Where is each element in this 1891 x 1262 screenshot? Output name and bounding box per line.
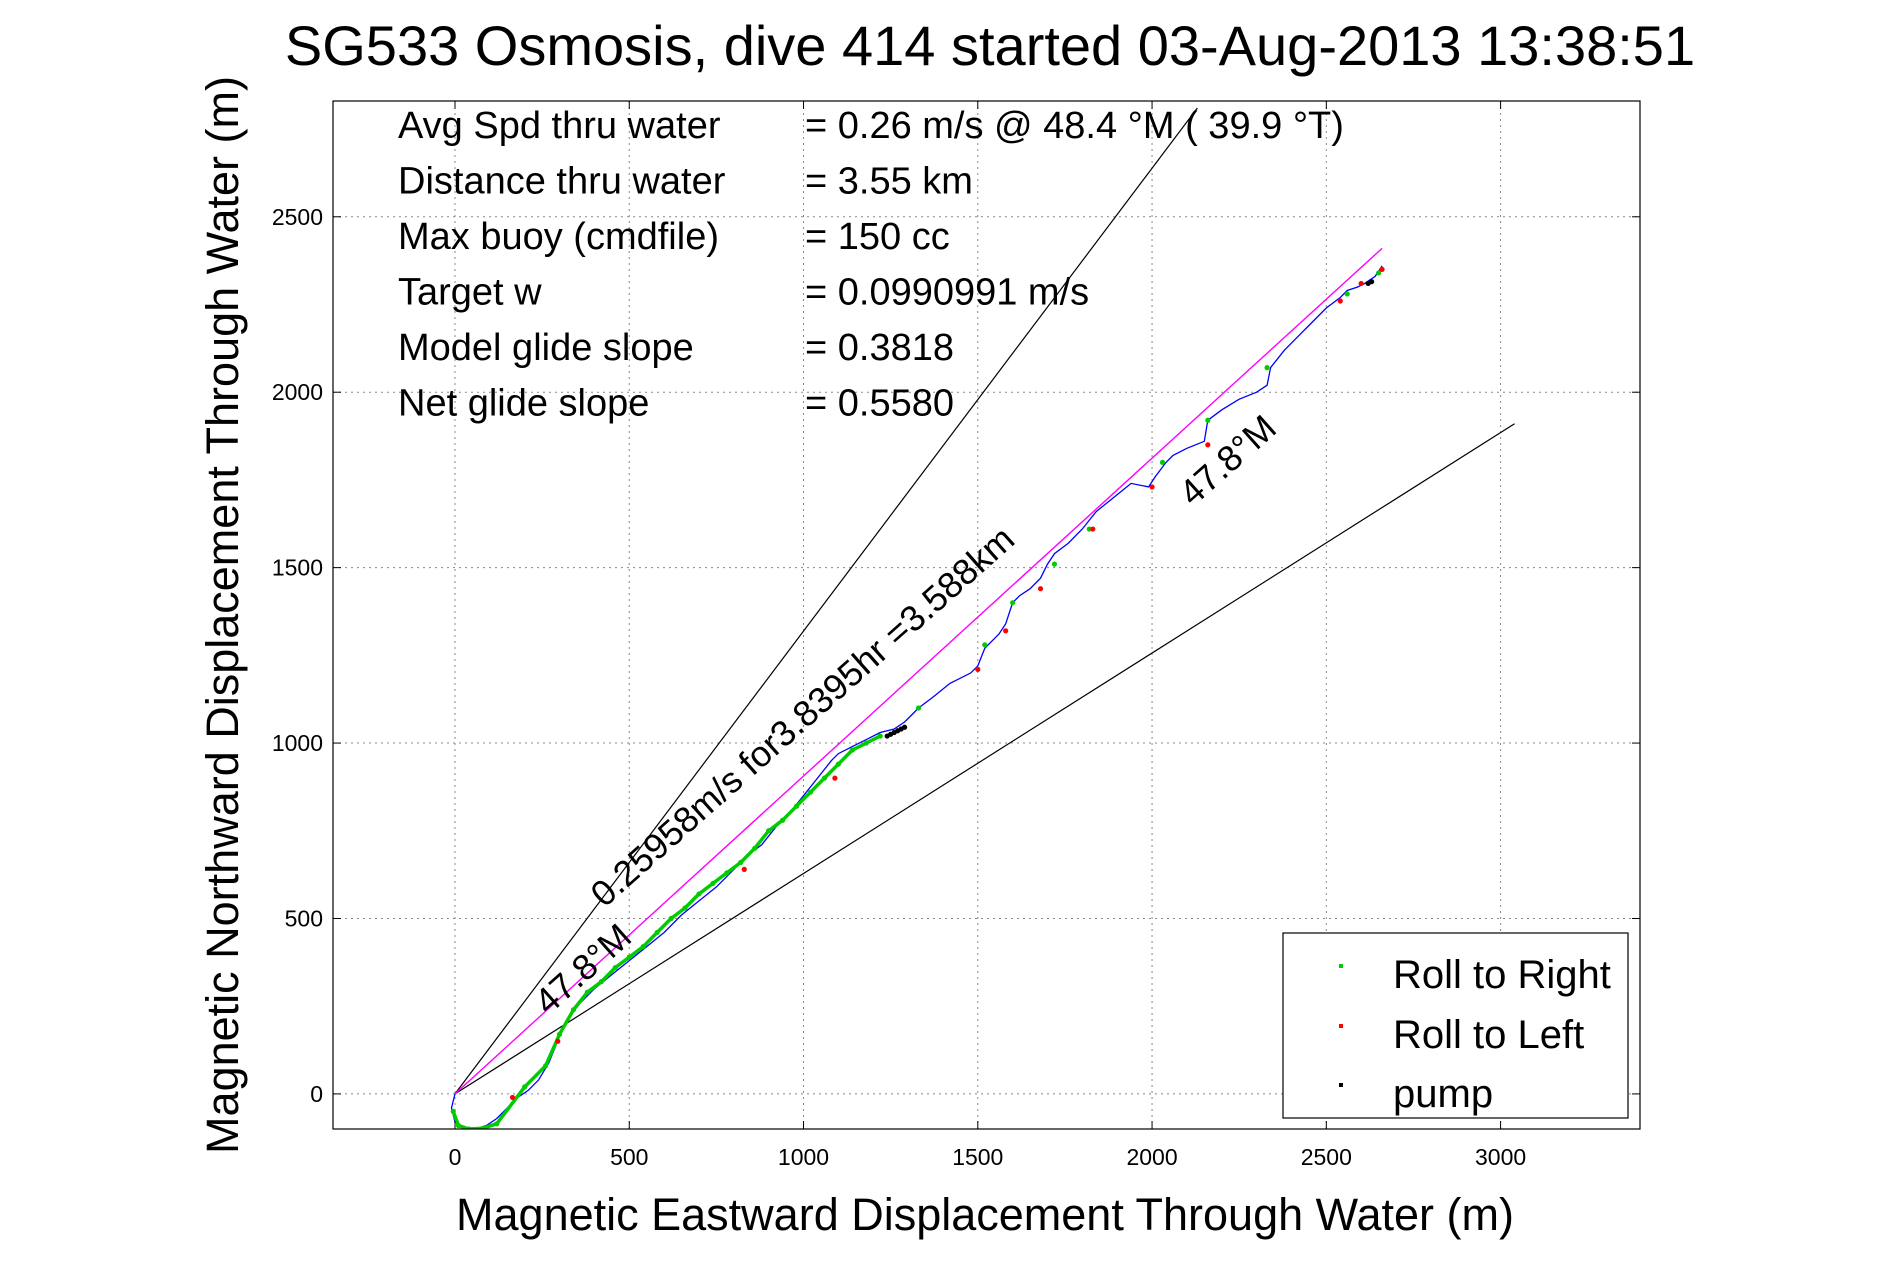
y-axis-label: Magnetic Northward Displacement Through … (197, 76, 248, 1154)
guide-line-lower (454, 423, 1515, 1095)
legend-label-roll-right: Roll to Right (1393, 953, 1611, 997)
roll-right-point (668, 915, 674, 922)
x-tick-label: 0 (449, 1144, 462, 1170)
roll-left-point (1003, 628, 1009, 634)
stat-label: Avg Spd thru water (398, 105, 721, 147)
x-tick-label: 3000 (1475, 1144, 1526, 1170)
roll-right-point (682, 905, 688, 911)
roll-right-point (654, 929, 660, 936)
legend-label-roll-left: Roll to Left (1393, 1013, 1584, 1057)
y-tick-label: 2000 (272, 379, 323, 405)
roll-left-point (555, 1038, 561, 1044)
roll-left-point (1037, 586, 1044, 592)
roll-right-point (1205, 417, 1211, 423)
roll-right-point (863, 740, 869, 746)
y-tick-label: 1000 (272, 730, 323, 756)
stat-value: = 0.26 m/s @ 48.4 °M ( 39.9 °T) (805, 105, 1344, 147)
roll-right-point (849, 747, 855, 753)
roll-right-point (1159, 459, 1166, 465)
roll-right-point (556, 1031, 563, 1037)
stat-label: Target w (398, 272, 542, 314)
grid (333, 101, 1640, 1129)
legend-marker-pump (1339, 1083, 1343, 1087)
plot-data (450, 107, 1515, 1129)
roll-right-point (455, 1122, 462, 1129)
roll-left-point (1379, 266, 1385, 273)
legend-marker-roll-left (1339, 1024, 1343, 1028)
roll-left-point (975, 666, 981, 672)
stat-label: Max buoy (cmdfile) (398, 216, 719, 258)
roll-right-point (466, 1126, 472, 1129)
roll-right-point (696, 891, 702, 897)
x-tick-label: 500 (610, 1144, 648, 1170)
legend-marker-roll-right (1339, 964, 1343, 968)
roll-right-point (598, 979, 604, 985)
roll-right-point (724, 870, 730, 876)
stats-panel: Avg Spd thru water = 0.26 m/s @ 48.4 °M (… (398, 105, 1344, 425)
roll-right-point (835, 761, 841, 767)
stat-label: Model glide slope (398, 327, 694, 369)
stat-label: Distance thru water (398, 161, 726, 203)
roll-right-point (807, 789, 814, 795)
x-axis-label: Magnetic Eastward Displacement Through W… (456, 1189, 1514, 1240)
y-tick-label: 2500 (272, 204, 323, 230)
roll-right-point (543, 1063, 549, 1069)
y-tick-label: 0 (310, 1081, 323, 1107)
roll-right-point (780, 817, 786, 823)
stat-value: = 0.0990991 m/s (805, 272, 1089, 314)
roll-right-point (766, 828, 772, 834)
roll-right-point (450, 1108, 456, 1115)
roll-right-point (1376, 270, 1382, 276)
legend-label-pump: pump (1393, 1072, 1493, 1116)
roll-right-point (1264, 365, 1270, 371)
roll-right-point (915, 705, 922, 711)
stat-value: = 0.5580 (805, 383, 954, 425)
stat-value: = 3.55 km (805, 161, 973, 203)
chart-title: SG533 Osmosis, dive 414 started 03-Aug-2… (285, 14, 1695, 77)
x-tick-label: 1500 (952, 1144, 1003, 1170)
roll-right-point (494, 1121, 500, 1127)
stat-label: Net glide slope (398, 383, 649, 425)
roll-right-point (877, 733, 883, 739)
y-tick-label: 1500 (272, 555, 323, 581)
x-tick-label: 2500 (1301, 1144, 1352, 1170)
roll-left-point (1337, 298, 1343, 304)
pump-point (1369, 279, 1375, 285)
roll-right-point (1344, 291, 1350, 297)
roll-right-point (793, 803, 800, 809)
axis-ticks: 0 500 1000 1500 2000 2500 3000 0 500 1000 1500 2000… (272, 101, 1640, 1170)
roll-right-point (480, 1125, 486, 1129)
plot-area (332, 100, 1641, 1130)
roll-right-point (626, 954, 632, 960)
roll-left-point (832, 775, 838, 781)
stat-value: = 0.3818 (805, 327, 954, 369)
roll-right-point (710, 880, 716, 887)
roll-right-point (982, 642, 988, 648)
stat-value: = 150 cc (805, 216, 950, 258)
roll-right-point (821, 775, 828, 781)
guide-line-upper (454, 107, 1198, 1095)
pump-point (901, 724, 908, 730)
roll-right-point (640, 943, 646, 950)
roll-right-point (752, 845, 758, 851)
roll-right-point (1051, 561, 1058, 567)
roll-left-point (509, 1094, 516, 1101)
roll-right-point (584, 989, 591, 995)
y-tick-label: 500 (285, 905, 323, 931)
roll-right-point (570, 1007, 577, 1013)
roll-right-point (522, 1084, 528, 1090)
net-displacement-line (454, 247, 1383, 1095)
x-tick-label: 1000 (778, 1144, 829, 1170)
roll-left-point (1205, 442, 1211, 448)
roll-right-point (738, 859, 744, 865)
roll-right-point (1010, 600, 1016, 606)
legend: Roll to Right Roll to Left pump (1282, 932, 1629, 1119)
roll-left-point (741, 866, 747, 872)
roll-right-point (612, 965, 618, 971)
roll-left-point (1090, 526, 1096, 532)
roll-left-point (1358, 280, 1364, 287)
x-tick-label: 2000 (1126, 1144, 1177, 1170)
roll-left-point (1149, 484, 1155, 490)
